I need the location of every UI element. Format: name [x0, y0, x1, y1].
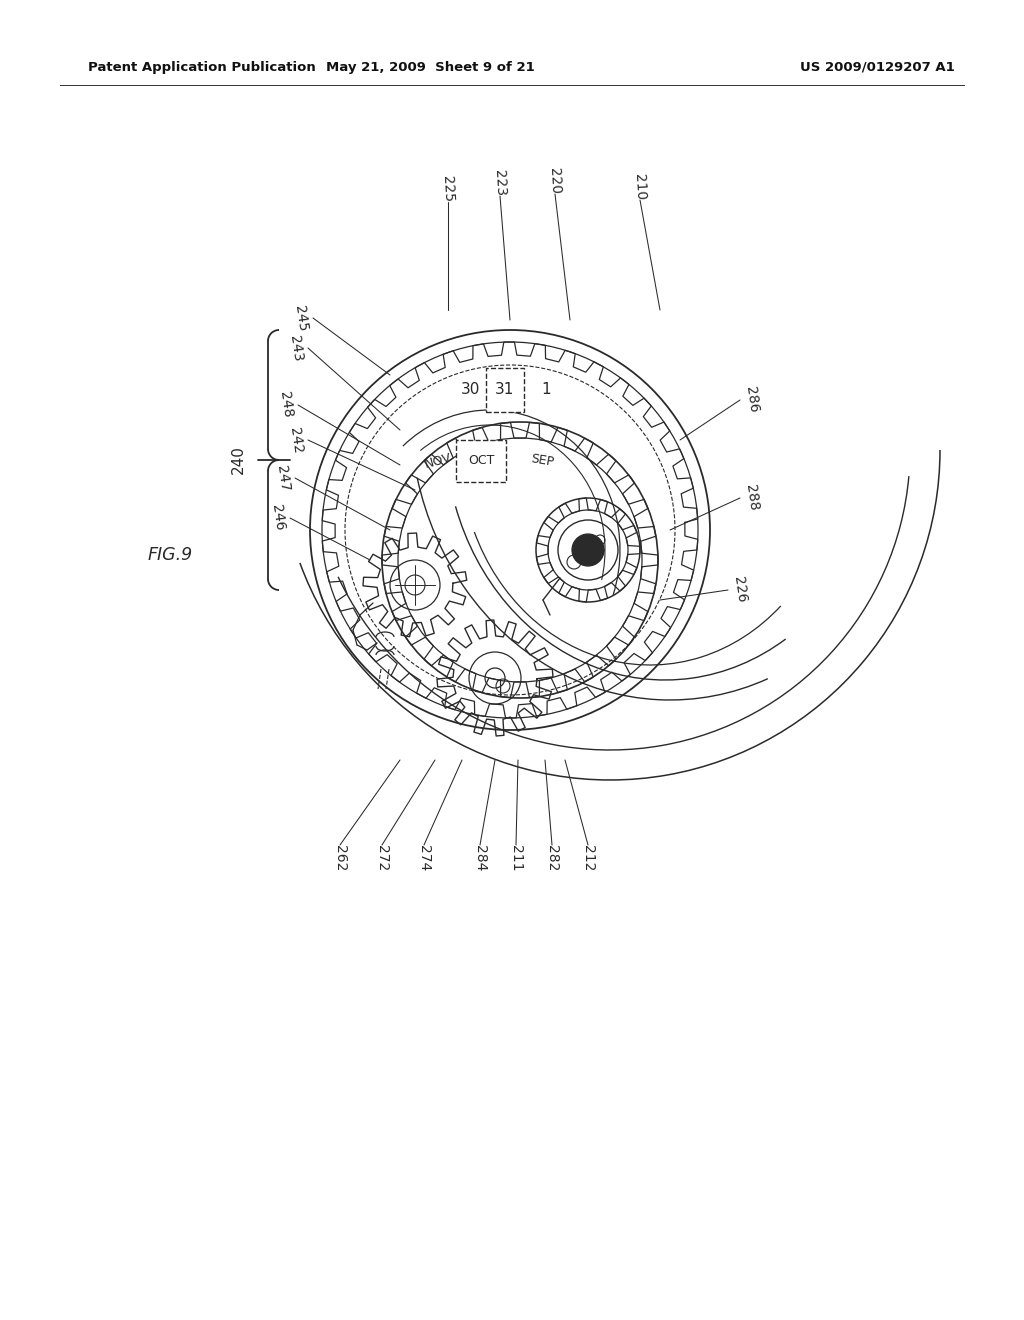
Text: 31: 31 — [496, 383, 515, 397]
Text: Patent Application Publication: Patent Application Publication — [88, 61, 315, 74]
Text: NOV: NOV — [423, 451, 453, 471]
Text: 272: 272 — [375, 845, 389, 871]
Text: 212: 212 — [581, 845, 595, 871]
Text: 246: 246 — [269, 504, 287, 532]
Text: 286: 286 — [743, 385, 761, 414]
Text: OCT: OCT — [468, 454, 495, 467]
Text: 248: 248 — [278, 391, 295, 418]
Text: 274: 274 — [417, 845, 431, 871]
Bar — [456, 440, 506, 482]
Text: 288: 288 — [743, 484, 761, 512]
Text: 220: 220 — [547, 168, 562, 194]
Text: 210: 210 — [632, 173, 648, 201]
Text: 30: 30 — [461, 383, 479, 397]
Circle shape — [572, 535, 604, 566]
Text: 211: 211 — [509, 845, 523, 871]
Text: 226: 226 — [731, 576, 749, 605]
Text: 245: 245 — [292, 304, 309, 331]
Text: 225: 225 — [440, 176, 456, 202]
Text: 223: 223 — [493, 169, 508, 197]
Text: May 21, 2009  Sheet 9 of 21: May 21, 2009 Sheet 9 of 21 — [326, 61, 535, 74]
Text: 240: 240 — [230, 446, 246, 474]
Bar — [486, 368, 524, 412]
Text: 247: 247 — [274, 465, 292, 492]
Text: 242: 242 — [288, 426, 305, 454]
Text: 284: 284 — [473, 845, 487, 871]
Text: 262: 262 — [333, 845, 347, 871]
Text: 243: 243 — [288, 334, 305, 362]
Text: SEP: SEP — [529, 453, 555, 470]
Text: FIG.9: FIG.9 — [148, 546, 194, 564]
Text: 1: 1 — [542, 383, 551, 397]
Text: US 2009/0129207 A1: US 2009/0129207 A1 — [800, 61, 954, 74]
Text: 282: 282 — [545, 845, 559, 871]
